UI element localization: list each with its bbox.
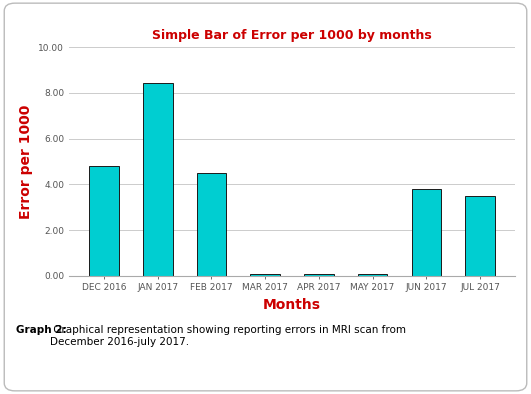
Title: Simple Bar of Error per 1000 by months: Simple Bar of Error per 1000 by months (152, 29, 432, 42)
Bar (89, 166, 119, 276)
Bar (143, 84, 173, 276)
X-axis label: Months: Months (263, 298, 321, 312)
Bar (196, 173, 226, 276)
Bar (412, 189, 441, 276)
Bar (358, 274, 388, 276)
Bar (251, 274, 280, 276)
Y-axis label: Error per 1000: Error per 1000 (19, 104, 33, 219)
Text: Graph 2:: Graph 2: (16, 325, 66, 335)
Bar (465, 196, 495, 276)
Bar (304, 273, 333, 276)
Text: Graphical representation showing reporting errors in MRI scan from
December 2016: Graphical representation showing reporti… (50, 325, 406, 347)
